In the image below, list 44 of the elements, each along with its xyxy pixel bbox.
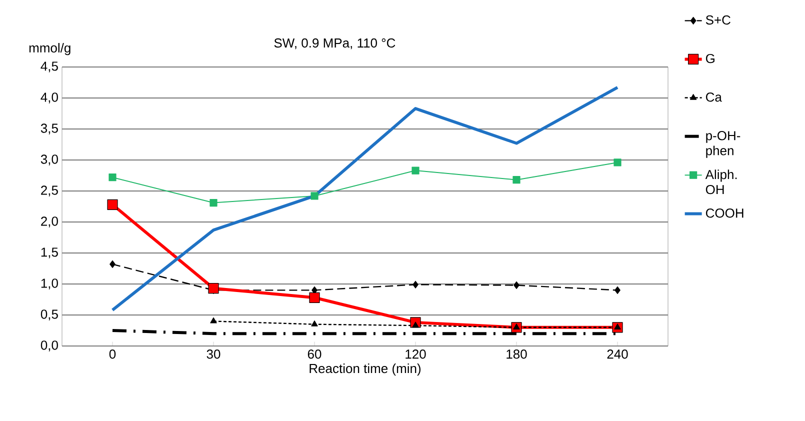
y-tick-label: 1,0 [41,278,58,290]
y-tick-label: 4,5 [40,62,58,72]
point [210,317,217,324]
y-tick-label: 1,5 [41,248,58,258]
y-tick-label: 4,0 [40,92,58,104]
y-tick-label: 3,5 [40,124,58,134]
x-axis-title: Reaction time (min) [310,364,421,376]
point [614,324,621,330]
point [110,260,116,268]
point [108,174,116,182]
legend-label: G [706,54,714,64]
line-series [111,86,620,312]
legend-label: S+C [706,15,730,25]
y-tick-label: 0,5 [40,310,58,320]
y-axis-title: mmol/g [29,42,70,56]
legend-label: Aliph. OH [705,170,737,194]
legend-label: p-OH-phen [706,131,740,158]
point [412,322,419,328]
x-tick-label: 120 [406,350,426,359]
y-tick-label: 2,5 [41,186,58,196]
point [514,281,520,290]
point [311,320,318,326]
legend-label: COOH [706,208,744,218]
chart-title: SW, 0.9 MPa, 110 °C [274,38,396,50]
point [309,292,320,303]
legend-label: Ca [706,92,722,102]
point [614,158,622,166]
y-tick-label: 3,0 [40,154,58,166]
x-tick-label: 30 [206,350,220,359]
point [412,166,420,174]
y-tick-label: 0,0 [40,340,58,352]
x-tick-label: 180 [506,350,527,359]
point [208,283,219,294]
x-tick-label: 0 [109,350,116,359]
point [614,286,620,294]
point [107,199,118,210]
point [512,176,520,184]
x-tick-label: 240 [607,350,628,359]
point [310,192,318,200]
x-tick-label: 60 [308,350,322,359]
y-tick-label: 2,0 [41,216,58,228]
point [513,324,520,330]
point [210,198,218,207]
point [412,280,418,288]
